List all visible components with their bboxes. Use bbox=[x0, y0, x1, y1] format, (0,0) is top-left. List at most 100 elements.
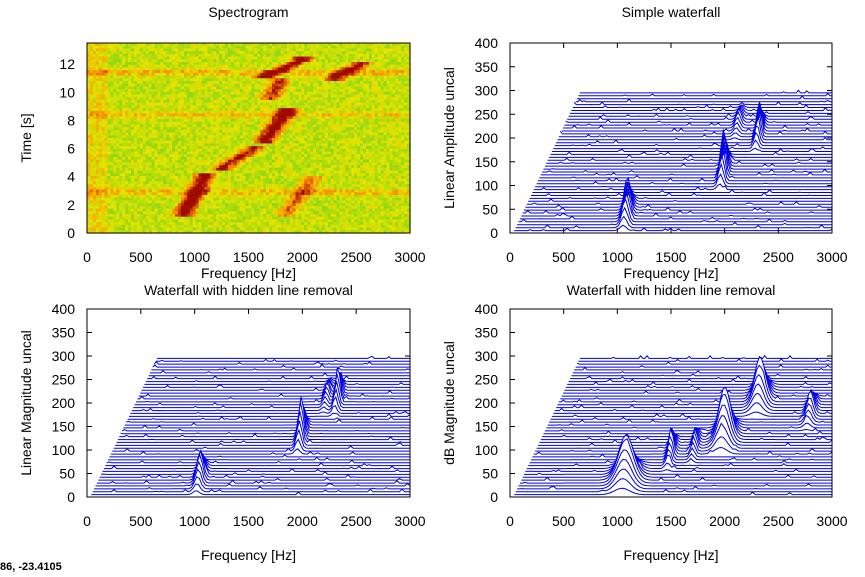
heatmap-cell bbox=[292, 45, 297, 50]
heatmap-cell bbox=[354, 129, 358, 134]
heatmap-cell bbox=[386, 48, 391, 52]
heatmap-cell bbox=[239, 154, 244, 158]
heatmap-cell bbox=[310, 86, 314, 90]
heatmap-cell bbox=[377, 62, 382, 66]
heatmap-cell bbox=[365, 48, 370, 52]
heatmap-cell bbox=[389, 129, 393, 134]
heatmap-cell bbox=[230, 43, 235, 47]
heatmap-cell bbox=[116, 100, 120, 104]
heatmap-cell bbox=[154, 64, 159, 69]
heatmap-cell bbox=[213, 151, 217, 155]
heatmap-cell bbox=[242, 140, 247, 145]
heatmap-cell bbox=[107, 45, 112, 50]
heatmap-cell bbox=[251, 78, 255, 82]
heatmap-cell bbox=[392, 140, 396, 145]
heatmap-cell bbox=[260, 105, 264, 109]
heatmap-cell bbox=[257, 53, 261, 58]
heatmap-cell bbox=[101, 110, 106, 115]
heatmap-cell bbox=[104, 89, 109, 93]
heatmap-cell bbox=[248, 154, 253, 158]
heatmap-cell bbox=[186, 129, 191, 134]
heatmap-cell bbox=[233, 97, 238, 101]
heatmap-cell bbox=[128, 56, 132, 60]
heatmap-cell bbox=[318, 110, 323, 115]
heatmap-cell bbox=[219, 105, 223, 109]
heatmap-cell bbox=[180, 78, 185, 82]
heatmap-cell bbox=[354, 64, 358, 69]
heatmap-cell bbox=[201, 59, 206, 63]
heatmap-cell bbox=[357, 100, 361, 104]
heatmap-cell bbox=[225, 67, 229, 71]
heatmap-cell bbox=[98, 105, 103, 109]
heatmap-cell bbox=[186, 70, 191, 74]
heatmap-cell bbox=[131, 159, 135, 164]
heatmap-cell bbox=[363, 67, 367, 71]
heatmap-cell bbox=[151, 100, 156, 104]
heatmap-cell bbox=[374, 75, 379, 79]
heatmap-cell bbox=[310, 81, 314, 85]
heatmap-cell bbox=[233, 64, 238, 69]
heatmap-cell bbox=[198, 64, 203, 69]
heatmap-cell bbox=[248, 108, 253, 112]
heatmap-cell bbox=[204, 64, 208, 69]
heatmap-cell bbox=[274, 116, 279, 120]
heatmap-cell bbox=[313, 64, 317, 69]
heatmap-cell bbox=[251, 97, 255, 101]
heatmap-cell bbox=[242, 143, 247, 147]
heatmap-cell bbox=[324, 67, 329, 71]
heatmap-cell bbox=[133, 102, 138, 107]
heatmap-cell bbox=[169, 138, 173, 142]
heatmap-cell bbox=[107, 148, 112, 153]
heatmap-cell bbox=[383, 124, 388, 128]
heatmap-cell bbox=[266, 89, 270, 93]
heatmap-cell bbox=[348, 108, 352, 112]
heatmap-cell bbox=[154, 100, 159, 104]
heatmap-cell bbox=[321, 138, 326, 142]
heatmap-cell bbox=[404, 146, 408, 150]
heatmap-cell bbox=[386, 91, 391, 96]
heatmap-cell bbox=[180, 135, 185, 139]
heatmap-cell bbox=[154, 138, 159, 142]
heatmap-cell bbox=[386, 116, 391, 120]
heatmap-cell bbox=[139, 48, 144, 52]
heatmap-cell bbox=[348, 89, 352, 93]
heatmap-cell bbox=[139, 124, 144, 128]
heatmap-cell bbox=[219, 67, 223, 71]
heatmap-cell bbox=[128, 110, 132, 115]
heatmap-cell bbox=[357, 89, 361, 93]
heatmap-cell bbox=[307, 81, 311, 85]
heatmap-cell bbox=[87, 72, 91, 77]
heatmap-cell bbox=[178, 151, 182, 155]
heatmap-cell bbox=[157, 113, 162, 117]
heatmap-cell bbox=[348, 91, 352, 96]
heatmap-cell bbox=[183, 81, 188, 85]
heatmap-cell bbox=[401, 64, 405, 69]
heatmap-cell bbox=[298, 94, 302, 98]
heatmap-cell bbox=[257, 81, 261, 85]
heatmap-cell bbox=[263, 75, 267, 79]
heatmap-cell bbox=[354, 116, 358, 120]
heatmap-cell bbox=[116, 143, 120, 147]
heatmap-cell bbox=[154, 159, 159, 164]
heatmap-cell bbox=[128, 100, 132, 104]
heatmap-cell bbox=[183, 89, 188, 93]
heatmap-cell bbox=[110, 121, 115, 126]
heatmap-cell bbox=[227, 81, 232, 85]
heatmap-cell bbox=[392, 135, 396, 139]
heatmap-cell bbox=[148, 162, 153, 166]
heatmap-cell bbox=[189, 116, 194, 120]
heatmap-cell bbox=[310, 113, 314, 117]
heatmap-cell bbox=[245, 91, 250, 96]
heatmap-cell bbox=[374, 59, 379, 63]
heatmap-cell bbox=[301, 157, 305, 161]
heatmap-cell bbox=[398, 78, 402, 82]
heatmap-cell bbox=[292, 67, 297, 71]
heatmap-cell bbox=[186, 108, 191, 112]
heatmap-cell bbox=[254, 159, 258, 164]
heatmap-cell bbox=[219, 113, 223, 117]
heatmap-cell bbox=[401, 116, 405, 120]
heatmap-cell bbox=[157, 138, 162, 142]
heatmap-cell bbox=[401, 110, 405, 115]
heatmap-cell bbox=[307, 102, 311, 107]
heatmap-cell bbox=[189, 64, 194, 69]
